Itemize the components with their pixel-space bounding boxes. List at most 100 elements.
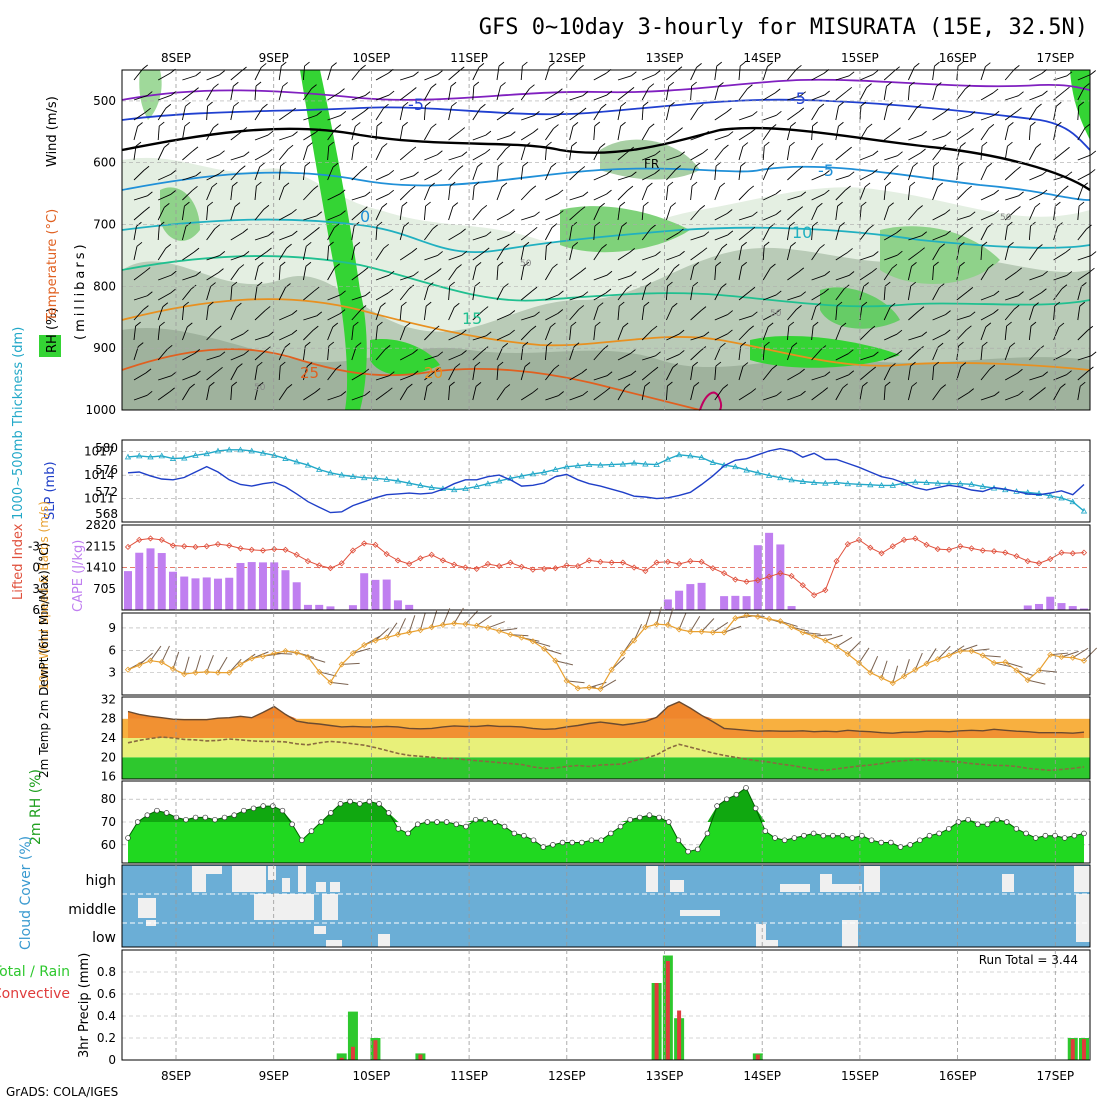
- wind-barb-flag: [291, 329, 298, 335]
- wind-barb: [665, 86, 670, 101]
- surface-barb: [307, 656, 326, 663]
- wind-barb: [787, 394, 801, 401]
- cloud-gap: [842, 920, 858, 947]
- wind-barb-flag: [306, 362, 313, 367]
- wind-barb-flag: [667, 381, 673, 387]
- wind-barb-flag: [654, 169, 660, 174]
- wind-barb-flag: [163, 143, 170, 148]
- wind-barb: [279, 313, 293, 321]
- wind-barb: [206, 386, 210, 401]
- li-point: [619, 559, 626, 566]
- wind-barb: [956, 290, 969, 301]
- rh-point: [752, 805, 759, 812]
- wind-speed-point: [979, 652, 986, 659]
- wind-barb-flag: [579, 166, 586, 171]
- surface-barb: [499, 627, 518, 632]
- wind-barb: [302, 66, 305, 81]
- wind-barb: [230, 386, 233, 401]
- wind-barb-flag: [1016, 267, 1022, 273]
- wind-barb-flag: [940, 144, 947, 150]
- wind-barb-flag: [594, 121, 601, 127]
- wind-barb: [714, 314, 728, 321]
- wind-barb-flag: [1090, 150, 1097, 156]
- wind-barb-flag: [740, 161, 747, 167]
- wind-barb: [182, 91, 194, 101]
- rh-point: [1013, 826, 1020, 832]
- cape-bar: [675, 590, 684, 610]
- wind-barb-flag: [509, 310, 516, 315]
- wind-barb-flag: [860, 101, 867, 107]
- thickness-point: [642, 460, 649, 467]
- wind-barb: [157, 247, 167, 261]
- wind-speed-point: [754, 613, 761, 620]
- rh-label-2: 50: [770, 309, 782, 319]
- wind-barb: [762, 227, 771, 241]
- wind-barb: [908, 251, 920, 261]
- wind-barb-flag: [968, 388, 974, 394]
- wind-barb-flag: [606, 189, 612, 195]
- wind-barb-flag: [938, 283, 945, 289]
- rh-point: [134, 819, 141, 825]
- rh-point: [279, 807, 286, 814]
- wind-barb-flag: [316, 211, 323, 217]
- wind-barb-flag: [340, 111, 347, 116]
- wind-barb-flag: [800, 390, 806, 396]
- wind-barb-flag: [703, 130, 710, 136]
- wind-barb-flag: [143, 165, 150, 171]
- pressure-units-label: (millibars): [73, 241, 88, 340]
- wind-barb: [569, 170, 581, 181]
- cape-bar: [236, 562, 245, 610]
- rh-point: [733, 791, 740, 798]
- wind-barb: [375, 226, 378, 241]
- wind-barb: [472, 235, 487, 241]
- wind-speed-point: [473, 622, 480, 629]
- wind-barb: [1029, 94, 1043, 101]
- wind-barb-flag: [752, 311, 758, 317]
- wind-barb-flag: [170, 288, 176, 294]
- wind-barb: [496, 213, 510, 221]
- bottom-date-label: 10SEP: [353, 1069, 391, 1083]
- precip-axis-label: 3hr Precip (mm): [77, 953, 92, 1058]
- wind-barb: [883, 86, 887, 101]
- wind-speed-point: [945, 652, 953, 659]
- wind-barb-flag: [145, 368, 152, 374]
- wind-barb: [980, 114, 995, 121]
- wind-barb: [738, 132, 752, 141]
- wind-barb-flag: [475, 382, 482, 387]
- wind-barb: [545, 193, 559, 201]
- wind-barb-flag: [266, 247, 272, 253]
- thickness-point: [968, 480, 975, 487]
- wind-barb-flag: [742, 362, 749, 367]
- wind-barb: [617, 206, 621, 221]
- wind-barb-flag: [1078, 201, 1085, 207]
- wind-barb: [496, 333, 510, 341]
- wind-barb-flag: [965, 84, 971, 90]
- wind-barb-flag: [1041, 288, 1047, 294]
- top-date-label: 10SEP: [353, 51, 391, 65]
- wind-barb: [399, 288, 410, 301]
- wind-barb-flag: [1065, 248, 1071, 253]
- wind-barb: [327, 92, 340, 101]
- wind-barb-flag: [195, 71, 202, 77]
- thickness-point: [957, 480, 964, 487]
- rh-point: [675, 837, 682, 843]
- li-point: [1080, 549, 1088, 556]
- surface-barb: [172, 651, 180, 670]
- wind-barb-flag: [911, 382, 918, 387]
- wind-barb: [399, 91, 412, 101]
- wind-barb-flag: [798, 107, 805, 113]
- wind-barb-flag: [1008, 242, 1014, 247]
- wind-barb: [835, 226, 841, 241]
- cape-bar: [303, 604, 312, 610]
- rh-point: [125, 835, 131, 841]
- wind-barb: [424, 255, 438, 261]
- wind-barb: [811, 73, 825, 81]
- rh-point: [646, 812, 653, 818]
- precip-convective-bar: [418, 1054, 423, 1060]
- wind-barb: [787, 271, 800, 281]
- cape-bar: [315, 604, 324, 610]
- wind-barb: [206, 272, 219, 281]
- li-point: [687, 558, 694, 565]
- rh-point: [492, 819, 498, 825]
- wind-barb: [472, 166, 478, 181]
